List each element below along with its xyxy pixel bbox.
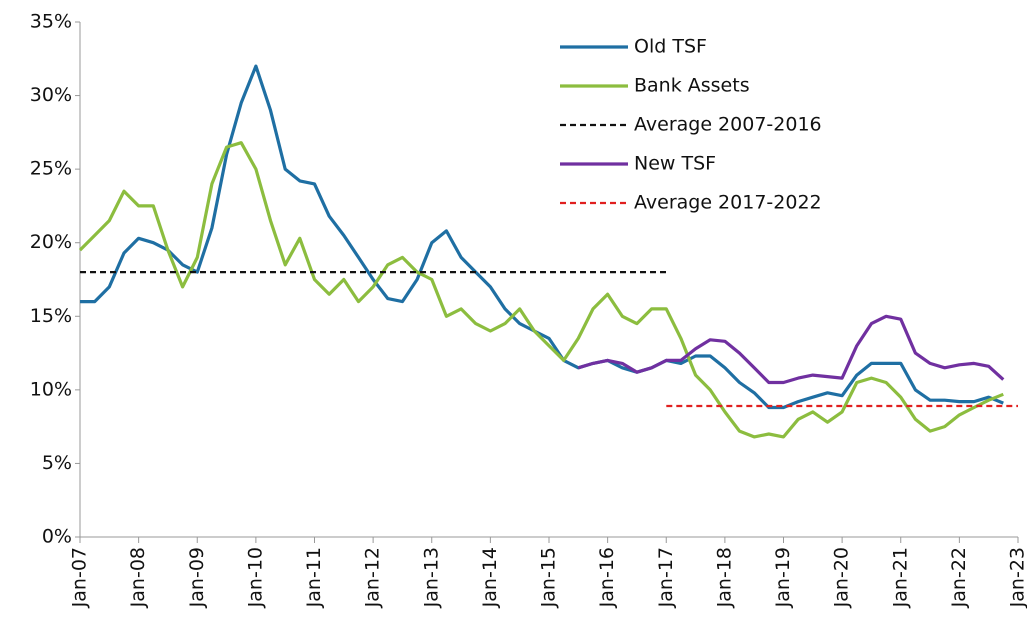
x-tick-label: Jan-17 xyxy=(655,547,677,608)
y-tick-label: 0% xyxy=(42,526,72,548)
x-tick-label: Jan-21 xyxy=(889,547,911,608)
y-tick-label: 10% xyxy=(30,378,72,400)
y-tick-label: 15% xyxy=(30,305,72,327)
series-line xyxy=(78,141,1004,439)
x-tick-label: Jan-09 xyxy=(186,547,208,608)
x-tick-label: Jan-13 xyxy=(420,547,442,608)
x-tick-label: Jan-11 xyxy=(303,547,325,608)
x-tick-label: Jan-22 xyxy=(948,547,970,608)
x-tick-label: Jan-18 xyxy=(713,547,735,608)
legend-label: Average 2007-2016 xyxy=(634,114,822,136)
y-tick-label: 20% xyxy=(30,231,72,253)
series-line xyxy=(80,64,1004,410)
x-tick-label: Jan-20 xyxy=(831,547,853,608)
x-tick-label: Jan-15 xyxy=(538,547,560,608)
x-tick-label: Jan-16 xyxy=(596,547,618,608)
y-tick-label: 25% xyxy=(30,158,72,180)
x-tick-label: Jan-07 xyxy=(69,547,91,608)
legend-label: Average 2017-2022 xyxy=(634,192,822,214)
y-tick-label: 30% xyxy=(30,84,72,106)
x-tick-label: Jan-19 xyxy=(772,547,794,608)
legend-label: Bank Assets xyxy=(634,75,750,97)
x-tick-label: Jan-23 xyxy=(1007,547,1027,608)
y-tick-label: 5% xyxy=(42,452,72,474)
x-tick-label: Jan-12 xyxy=(362,547,384,608)
x-tick-label: Jan-14 xyxy=(479,547,501,608)
series-line xyxy=(577,314,1005,385)
legend-label: Old TSF xyxy=(634,36,707,58)
x-tick-label: Jan-10 xyxy=(244,547,266,608)
y-tick-label: 35% xyxy=(30,11,72,33)
x-tick-label: Jan-08 xyxy=(127,547,149,608)
legend-label: New TSF xyxy=(634,153,716,175)
